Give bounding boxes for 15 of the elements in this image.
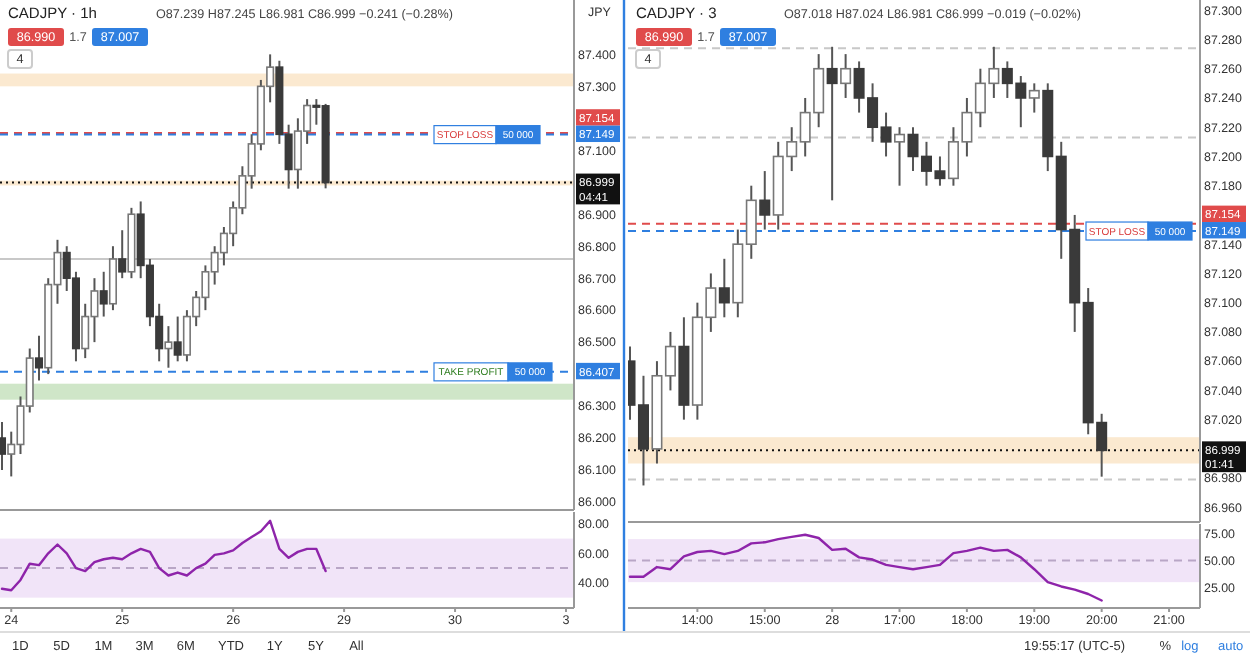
candlestick — [894, 126, 906, 187]
candlestick — [840, 53, 852, 99]
candlestick — [108, 245, 117, 312]
candlestick — [0, 421, 7, 472]
candlestick — [34, 334, 44, 382]
candlestick — [718, 257, 730, 319]
line-series — [0, 519, 327, 592]
line-series — [628, 533, 1103, 602]
candlestick — [99, 270, 108, 318]
candlestick — [1028, 82, 1040, 114]
candlestick — [173, 315, 182, 363]
candlestick — [118, 229, 127, 280]
candlestick — [759, 170, 771, 231]
candlestick — [164, 325, 173, 369]
candlestick — [826, 45, 838, 202]
